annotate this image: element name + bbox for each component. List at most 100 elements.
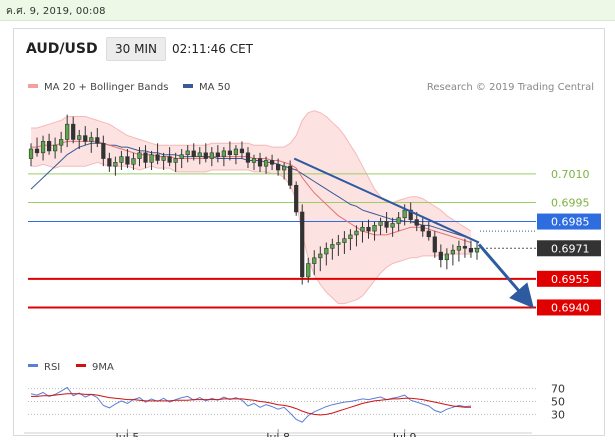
level-label-bg-0-6940 (537, 299, 601, 316)
bollinger-legend-swatch (28, 84, 38, 88)
candle-body (71, 123, 76, 140)
candle-body (89, 137, 94, 142)
candle (354, 225, 359, 247)
candle-body (137, 152, 142, 159)
candle-body (312, 257, 317, 264)
candle-body (468, 247, 474, 253)
candle (239, 141, 245, 159)
candle (28, 143, 34, 167)
candle (438, 244, 443, 268)
candle-body (384, 221, 389, 228)
candle-body (251, 158, 257, 163)
candle-body (294, 184, 299, 213)
candle-body (342, 238, 347, 243)
candle-body (462, 246, 468, 249)
candle (420, 217, 425, 237)
candle (444, 248, 449, 270)
candle-body (366, 226, 371, 232)
candle (119, 150, 124, 170)
candle-body (197, 152, 202, 157)
candle-body (227, 150, 233, 156)
candle-body (239, 148, 245, 154)
ma50-legend-swatch (183, 84, 193, 88)
candle-body (324, 247, 329, 255)
clock-label: 02:11:46 CET (172, 42, 253, 56)
candle (143, 145, 148, 169)
candle-body (432, 236, 437, 253)
candle (191, 143, 196, 161)
candle (59, 131, 64, 153)
rsi-tick-70: 70 (551, 383, 565, 396)
candle-body (354, 230, 359, 236)
candle-body (233, 148, 239, 156)
level-lines (28, 173, 536, 309)
candle-body (263, 160, 269, 167)
candle (95, 128, 100, 148)
candle (288, 160, 293, 190)
x-tick-label: Jul 8 (265, 431, 290, 437)
candle-body (269, 160, 275, 165)
candle (46, 133, 52, 155)
candle-body (450, 249, 455, 255)
candle (275, 158, 281, 176)
candle-body (245, 152, 251, 163)
candle-body (420, 225, 425, 232)
candle-body (444, 253, 449, 261)
candle (155, 143, 160, 165)
candle (233, 145, 239, 165)
candle-body (438, 251, 443, 261)
candle (456, 240, 462, 262)
candle (282, 162, 287, 180)
candle (450, 244, 455, 266)
candle (40, 135, 46, 161)
candle-body (414, 219, 419, 226)
candle (245, 147, 251, 169)
x-axis-ticks: Jul 5 Jul 8 Jul 9 (115, 429, 417, 437)
candle-body (300, 211, 305, 278)
candle-body (257, 158, 263, 167)
candle (215, 145, 220, 163)
candle-body (372, 225, 377, 232)
candle (318, 246, 323, 272)
candle-body (282, 165, 287, 171)
candle-body (131, 158, 136, 165)
candle (83, 126, 88, 146)
candle-body (167, 156, 172, 163)
candle (348, 229, 353, 251)
candle (185, 145, 190, 163)
candle-body (215, 152, 220, 157)
candle (149, 150, 154, 170)
resistance-trendline (293, 157, 480, 244)
candle-body (275, 163, 281, 171)
candle (378, 217, 383, 235)
bollinger-lower-line (31, 161, 471, 305)
candle-body (390, 223, 395, 228)
candle-body (173, 158, 178, 163)
candle (161, 152, 166, 170)
candle-body (456, 246, 462, 251)
timeframe-button[interactable]: 30 MIN (106, 37, 166, 61)
candle (300, 204, 305, 285)
candle (384, 212, 389, 233)
candles-layer (28, 114, 480, 285)
candle-body (288, 165, 293, 186)
candle (77, 129, 82, 149)
candle-body (191, 150, 196, 157)
candle (372, 221, 377, 241)
rsi-line (30, 386, 472, 423)
candle-body (396, 217, 401, 224)
candle (179, 149, 184, 169)
timestamp-label: ค.ศ. 9, 2019, 00:08 (6, 6, 106, 17)
candle-body (203, 152, 208, 159)
candle-body (107, 158, 112, 167)
level-label-bg-0-6985 (537, 213, 601, 230)
symbol-label: AUD/USD (26, 41, 98, 57)
candle-body (474, 247, 480, 253)
candle-body (426, 230, 431, 238)
candle-body (83, 135, 88, 142)
candle (173, 152, 178, 172)
x-tick-label: Jul 5 (115, 431, 140, 437)
candle (89, 131, 94, 153)
candle (462, 238, 468, 258)
top-status-bar: ค.ศ. 9, 2019, 00:08 (0, 0, 615, 21)
